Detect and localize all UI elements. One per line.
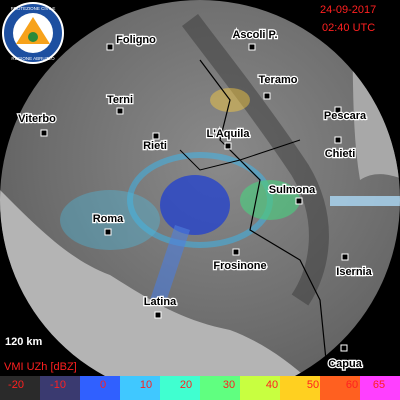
- city-label: Chieti: [325, 148, 356, 160]
- legend-tick: -10: [50, 379, 66, 391]
- city-marker: [334, 136, 342, 144]
- legend-tick: 50: [307, 379, 319, 391]
- city-label: Capua: [328, 358, 363, 370]
- city-label: L'Aquila: [207, 128, 251, 140]
- logo-top: PROTEZIONE CIVILE: [11, 6, 56, 11]
- legend-tick: 60: [346, 379, 358, 391]
- city-marker: [104, 228, 112, 236]
- city-marker: [116, 107, 124, 115]
- city-label: Teramo: [259, 74, 298, 86]
- legend-tick: 30: [223, 379, 235, 391]
- legend-title: VMI UZh [dBZ]: [4, 361, 77, 373]
- logo: PROTEZIONE CIVILE REGIONE ABRUZZO: [2, 2, 64, 64]
- colorbar: [0, 376, 400, 400]
- city-marker: [334, 106, 342, 114]
- legend-tick: 20: [180, 379, 192, 391]
- city-marker: [248, 43, 256, 51]
- city-marker: [154, 311, 162, 319]
- legend-ticks: -20 -10 0 10 20 30 40 50 60 65: [8, 379, 385, 391]
- city-label: Pescara: [324, 110, 367, 122]
- range: 120 km: [5, 336, 43, 348]
- date: 24-09-2017: [320, 4, 376, 16]
- city-marker: [40, 129, 48, 137]
- city-label: Frosinone: [213, 260, 266, 272]
- legend-tick: 10: [140, 379, 152, 391]
- city-label: Roma: [93, 213, 124, 225]
- legend-tick: 65: [373, 379, 385, 391]
- city-marker: [224, 142, 232, 150]
- city-marker: [341, 253, 349, 261]
- city-marker: [263, 92, 271, 100]
- city-label: Sulmona: [269, 184, 316, 196]
- legend-tick: 0: [100, 379, 106, 391]
- city-marker: [106, 43, 114, 51]
- city-label: Ascoli P.: [232, 29, 277, 41]
- city-marker: [152, 132, 160, 140]
- legend-tick: 40: [266, 379, 278, 391]
- city-label: Foligno: [116, 34, 156, 46]
- logo-bottom: REGIONE ABRUZZO: [11, 56, 55, 61]
- city-marker: [232, 248, 240, 256]
- cities: Foligno Ascoli P. Teramo Pescara Viterbo Tern…: [17, 28, 374, 372]
- city-label: Viterbo: [18, 113, 56, 125]
- city-marker: [295, 197, 303, 205]
- time: 02:40 UTC: [322, 22, 375, 34]
- city-label: Latina: [144, 296, 177, 308]
- legend-tick: -20: [8, 379, 24, 391]
- city-marker: [340, 344, 348, 352]
- city-label: Isernia: [336, 266, 372, 278]
- city-label: Rieti: [143, 140, 167, 152]
- city-label: Terni: [107, 94, 133, 106]
